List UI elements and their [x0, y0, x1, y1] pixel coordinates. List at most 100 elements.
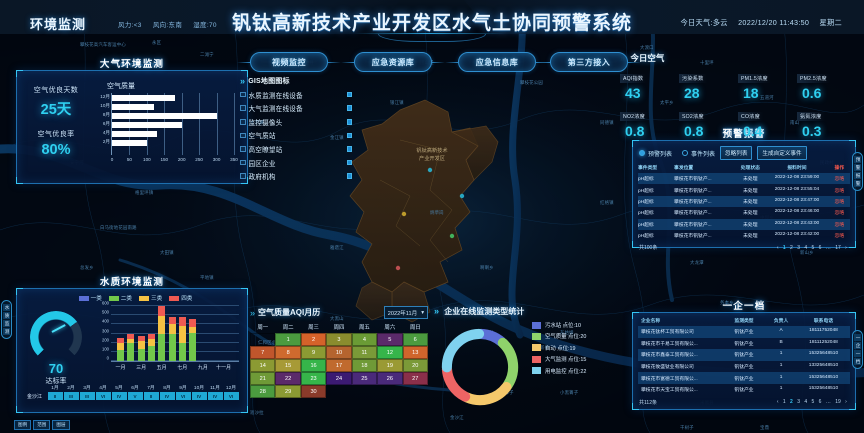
page-number[interactable]: 4	[804, 244, 808, 251]
tab-4[interactable]: 第三方接入	[537, 52, 641, 72]
create-custom-event-button[interactable]: 生成自定义事件	[757, 146, 807, 160]
page-number[interactable]: …	[825, 399, 831, 406]
layer-checkbox[interactable]	[346, 146, 352, 152]
rail-char[interactable]: 一	[854, 334, 861, 341]
radio-event-list[interactable]	[682, 150, 689, 156]
calendar-day[interactable]: 23	[300, 372, 327, 385]
rail-char[interactable]: 质	[3, 312, 10, 319]
calendar-day[interactable]: 21	[250, 372, 276, 385]
page-number[interactable]: 19	[835, 399, 841, 406]
page-number[interactable]: 6	[818, 399, 822, 406]
calendar-day[interactable]: 13	[402, 346, 428, 359]
calendar-day[interactable]: 4	[351, 333, 378, 346]
table-row[interactable]: 攀枝花钛杯工贸有限公司 钒钛产业 A 18111752048	[638, 326, 850, 338]
calendar-day[interactable]: 22	[275, 372, 301, 385]
layer-checkbox[interactable]	[346, 91, 352, 98]
rail-char[interactable]: 报	[854, 172, 861, 179]
tab-3[interactable]: 应急信息库	[445, 52, 549, 72]
calendar-day[interactable]: 28	[250, 385, 276, 398]
calendar-day[interactable]: 17	[326, 359, 352, 372]
rail-alarm[interactable]: 预警报警	[852, 152, 863, 191]
page-number[interactable]: 5	[811, 244, 815, 251]
page-number[interactable]: 1	[782, 244, 786, 251]
calendar-day[interactable]: 8	[275, 346, 301, 359]
prev-page[interactable]: ‹	[776, 399, 779, 406]
calendar-day[interactable]: 2	[300, 333, 327, 346]
page-number[interactable]: 4	[804, 399, 808, 406]
rail-char[interactable]: 档	[854, 358, 861, 365]
table-row[interactable]: pH超标 攀枝花市钒钛产... 未处理 2022-12-08 23:47:00 忽略	[638, 195, 850, 208]
page-number[interactable]: 3	[797, 244, 800, 251]
page-number[interactable]: 2	[790, 399, 793, 406]
layer-checkbox[interactable]	[346, 159, 352, 166]
tab-1[interactable]: 视频监控	[237, 52, 341, 72]
ignore-action[interactable]: 忽略	[834, 177, 845, 183]
layer-checkbox[interactable]	[346, 173, 352, 179]
rail-water[interactable]: 水质监测	[1, 300, 12, 339]
ignore-action[interactable]: 忽略	[834, 234, 845, 240]
calendar-day[interactable]: 18	[351, 359, 378, 372]
gis-layer-item[interactable]: 高空瞭望站	[240, 144, 352, 154]
table-row[interactable]: 攀枝花攸盛钛业有限公司 钒钛产业 1 13325648510	[638, 361, 850, 373]
prev-page[interactable]: ‹	[776, 244, 779, 251]
calendar-day[interactable]: 19	[377, 359, 403, 372]
rail-char[interactable]: 测	[3, 328, 10, 335]
gis-layer-item[interactable]: 水质监测在线设备	[240, 90, 352, 100]
calendar-day[interactable]: 7	[250, 346, 276, 359]
page-number[interactable]: 1	[782, 399, 786, 406]
table-row[interactable]: pH超标 攀枝花市钒钛产... 未处理 2022-12-08 23:55:04 忽略	[638, 184, 850, 195]
month-select[interactable]: 2022年11月 ▾	[383, 306, 428, 319]
page-number[interactable]: 5	[811, 399, 815, 406]
rail-char[interactable]: 一	[854, 350, 861, 357]
tab-2[interactable]: 应急资源库	[341, 52, 445, 72]
gis-layer-item[interactable]: 园区企业	[240, 158, 352, 168]
gis-layer-item[interactable]: 空气质站	[240, 130, 352, 140]
calendar-day[interactable]: 5	[377, 333, 403, 346]
gis-layer-item[interactable]: 政府机构	[240, 171, 352, 181]
calendar-day[interactable]: 20	[402, 359, 428, 372]
table-row[interactable]: pH超标 攀枝花市钒钛产... 未处理 2022-12-08 23:43:00 忽略	[638, 218, 850, 230]
calendar-day[interactable]: 3	[326, 333, 352, 346]
alarm-pagination[interactable]: ‹ 1 2 3 4 5 6… 17 ›	[775, 245, 849, 251]
calendar-day[interactable]: 12	[377, 346, 403, 359]
layer-checkbox[interactable]	[346, 119, 352, 125]
layer-checkbox[interactable]	[346, 105, 352, 111]
calendar-day[interactable]: 25	[351, 372, 378, 385]
page-number[interactable]: …	[825, 244, 831, 251]
legend-toggle[interactable]: 图例	[14, 420, 32, 430]
map-legend-bar[interactable]: 图例 范围 图层	[14, 420, 70, 430]
rail-char[interactable]: 监	[3, 320, 10, 327]
calendar-day[interactable]: 9	[300, 346, 327, 359]
legend-toggle[interactable]: 图层	[52, 420, 70, 430]
ignore-action[interactable]: 忽略	[834, 222, 845, 228]
rail-enterprise[interactable]: 一企一档	[852, 330, 863, 369]
ignore-list-button[interactable]: 忽略列表	[720, 146, 753, 160]
next-page[interactable]: ›	[845, 399, 847, 406]
rail-char[interactable]: 企	[854, 342, 861, 349]
rail-char[interactable]: 警	[854, 164, 861, 171]
ignore-action[interactable]: 忽略	[834, 199, 845, 205]
calendar-day[interactable]: 10	[326, 346, 352, 359]
radio-event-list-label[interactable]: 事件列表	[691, 151, 716, 158]
calendar-day[interactable]: 1	[275, 333, 301, 346]
legend-toggle[interactable]: 范围	[33, 420, 51, 430]
table-row[interactable]: pH超标 攀枝花市钒钛产... 未处理 2022-12-08 23:59:00 忽略	[638, 173, 850, 185]
calendar-day[interactable]: 26	[377, 372, 403, 385]
calendar-day[interactable]: 11	[351, 346, 378, 359]
table-row[interactable]: pH超标 攀枝花市钒钛产... 未处理 2022-12-08 23:46:00 忽略	[638, 207, 850, 218]
rail-char[interactable]: 警	[854, 180, 861, 187]
gis-layer-item[interactable]: 大气监测在线设备	[240, 103, 352, 113]
layer-checkbox[interactable]	[346, 132, 352, 139]
gis-layer-item[interactable]: 监控摄像头	[240, 117, 352, 127]
page-number[interactable]: 3	[797, 399, 800, 406]
page-number[interactable]: 6	[818, 244, 822, 251]
rail-char[interactable]: 水	[3, 304, 10, 311]
ignore-action[interactable]: 忽略	[834, 188, 845, 194]
table-row[interactable]: 攀枝花市千易工贸有限公... 钒钛产业 B 18111252048	[638, 338, 850, 350]
radio-warning-list-label[interactable]: 预警列表	[648, 151, 673, 158]
page-number[interactable]: 17	[835, 244, 841, 251]
table-row[interactable]: 攀枝花市富德工贸有限公... 钒钛产业 1 15325648510	[638, 372, 850, 384]
calendar-day[interactable]: 30	[300, 385, 327, 398]
table-row[interactable]: 攀枝花市天宝工贸有限公... 钒钛产业 1 15325648510	[638, 384, 850, 396]
page-number[interactable]: 2	[790, 244, 793, 251]
